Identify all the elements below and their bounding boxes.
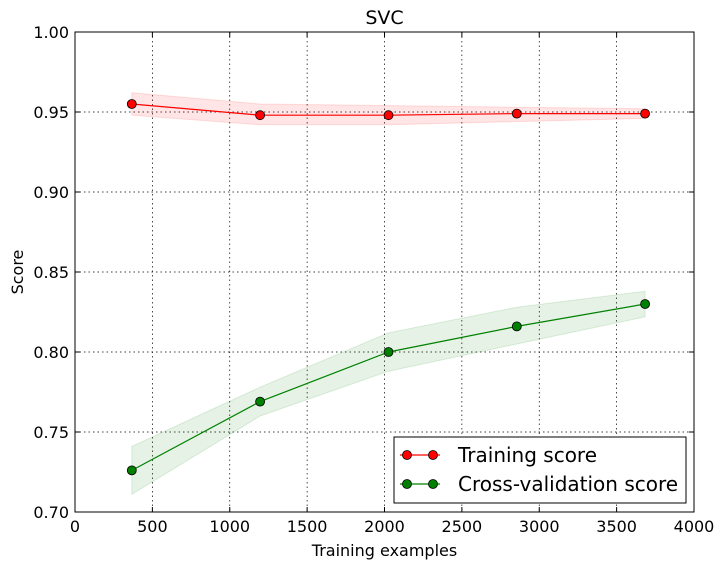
x-tick-label: 3500 bbox=[596, 517, 637, 536]
y-tick-label: 0.75 bbox=[33, 423, 69, 442]
data-point-series-1 bbox=[640, 299, 650, 309]
x-tick-label: 2500 bbox=[442, 517, 483, 536]
data-point-series-0 bbox=[255, 110, 265, 121]
x-tick-label: 4000 bbox=[674, 517, 715, 536]
legend: Training score Cross-validation score bbox=[393, 436, 687, 504]
series-points bbox=[126, 99, 650, 476]
y-tick-label: 0.70 bbox=[33, 503, 69, 522]
legend-marker-cv bbox=[402, 479, 412, 489]
grid-lines bbox=[75, 32, 694, 512]
y-tick-label: 0.95 bbox=[33, 103, 69, 122]
x-tick-label: 500 bbox=[137, 517, 168, 536]
data-point-series-1 bbox=[511, 321, 522, 332]
data-point-series-1 bbox=[126, 465, 137, 476]
y-tick-label: 1.00 bbox=[33, 23, 69, 42]
chart-title: SVC bbox=[365, 7, 403, 29]
x-tick-label: 1500 bbox=[287, 517, 328, 536]
legend-label-cv: Cross-validation score bbox=[458, 472, 678, 496]
y-tick-label: 0.85 bbox=[33, 263, 69, 282]
y-tick-label: 0.90 bbox=[33, 183, 69, 202]
legend-marker-cv bbox=[428, 479, 438, 489]
x-tick-labels: 0 500 1000 1500 2000 2500 3000 3500 4000 bbox=[70, 517, 714, 536]
axis-ticks bbox=[74, 31, 695, 513]
confidence-band-1 bbox=[131, 290, 646, 496]
x-tick-label: 1000 bbox=[209, 517, 250, 536]
x-tick-label: 0 bbox=[70, 517, 80, 536]
y-tick-label: 0.80 bbox=[33, 343, 69, 362]
x-tick-label: 2000 bbox=[364, 517, 405, 536]
data-point-series-0 bbox=[640, 108, 650, 119]
y-tick-labels: 0.70 0.75 0.80 0.85 0.90 0.95 1.00 bbox=[33, 23, 69, 522]
legend-marker-training bbox=[402, 450, 412, 460]
data-point-series-0 bbox=[126, 99, 137, 109]
legend-label-training: Training score bbox=[457, 443, 597, 467]
data-point-series-1 bbox=[383, 347, 394, 357]
x-axis-title: Training examples bbox=[311, 541, 457, 560]
legend-box bbox=[393, 436, 687, 504]
data-point-series-0 bbox=[511, 108, 522, 119]
y-axis-title: Score bbox=[8, 250, 27, 295]
legend-marker-training bbox=[428, 450, 438, 460]
data-point-series-1 bbox=[255, 396, 265, 407]
x-tick-label: 3000 bbox=[519, 517, 560, 536]
data-point-series-0 bbox=[383, 110, 394, 121]
